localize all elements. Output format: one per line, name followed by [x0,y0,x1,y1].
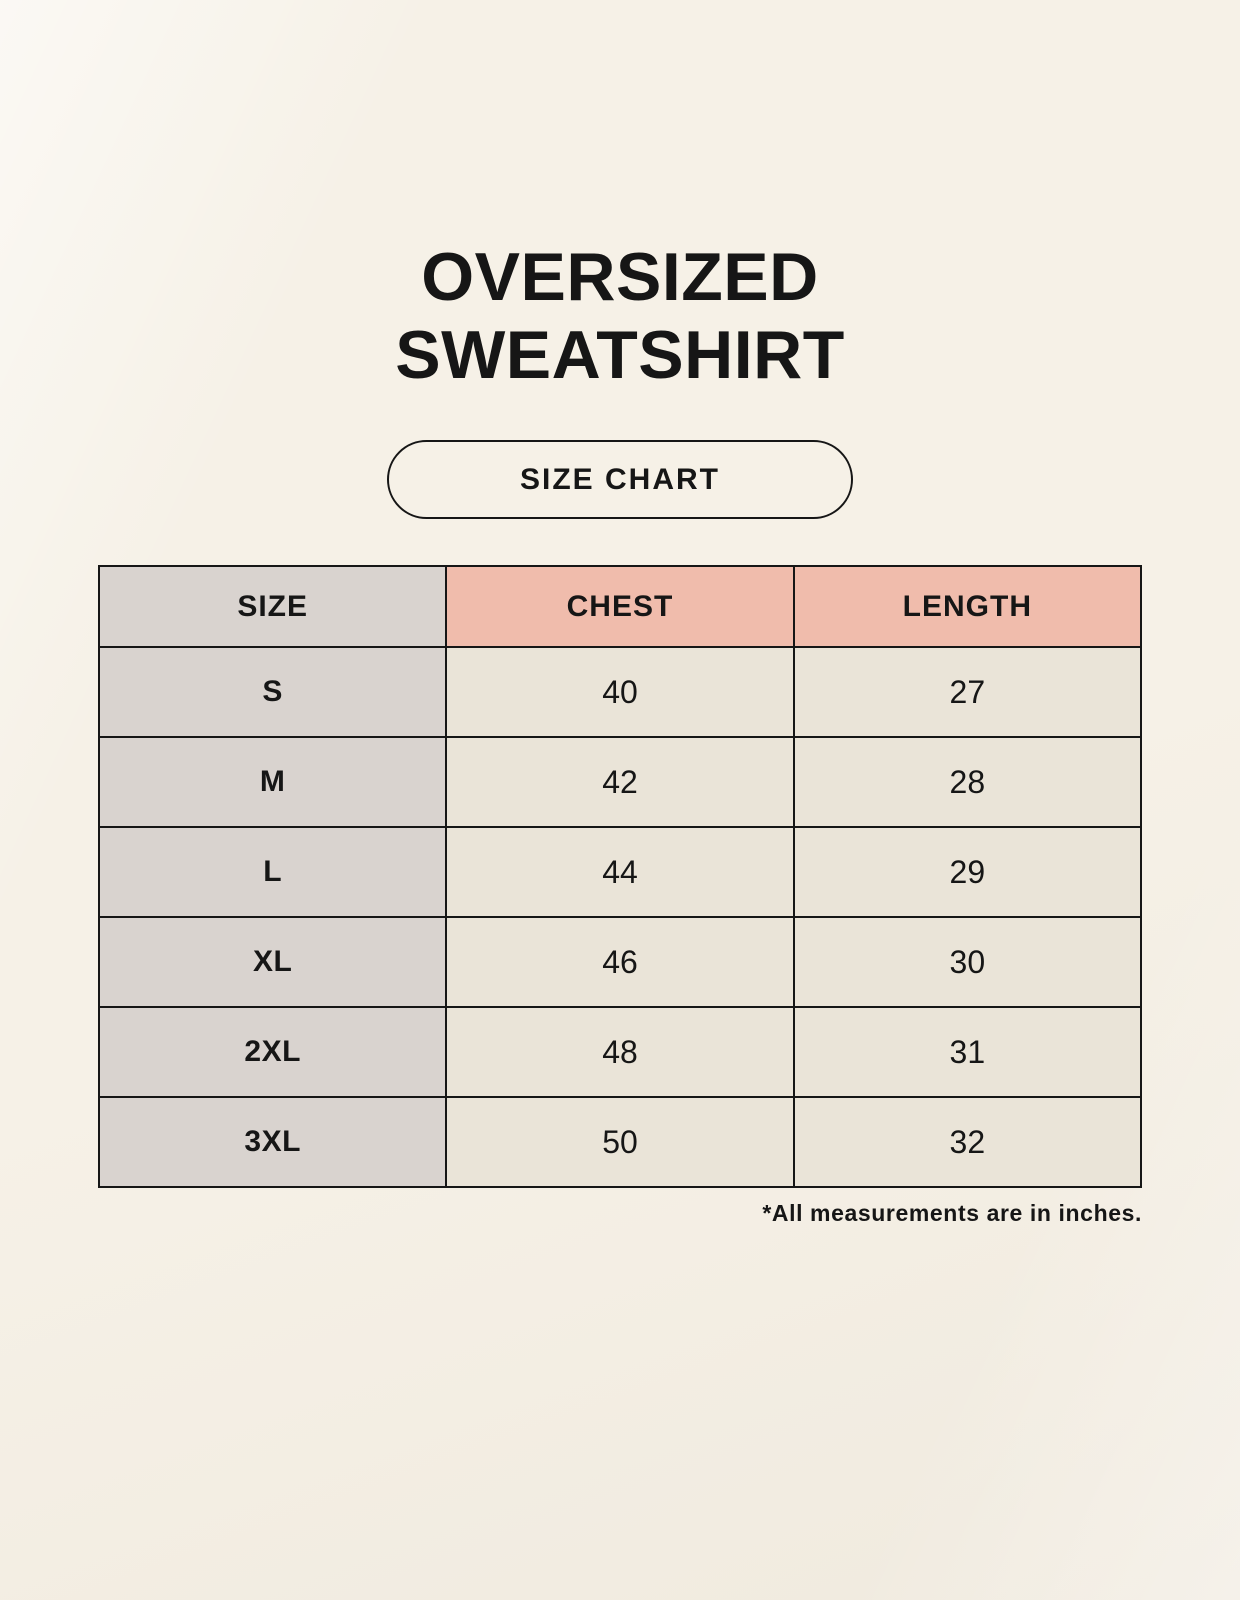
column-header-chest: CHEST [445,565,795,648]
page-title-line1: OVERSIZED [421,239,819,315]
chest-cell: 46 [445,916,795,1008]
size-cell: M [97,736,448,828]
chest-cell: 50 [445,1096,795,1188]
page-title-line2: SWEATSHIRT [395,317,845,393]
length-cell: 32 [792,1096,1143,1188]
column-header-length: LENGTH [792,565,1143,648]
page-title: OVERSIZED SWEATSHIRT [0,0,1240,394]
chest-cell: 44 [445,826,795,918]
table-row: M 42 28 [97,736,1143,828]
length-cell: 29 [792,826,1143,918]
table-header-row: SIZE CHEST LENGTH [97,565,1143,648]
button-row: SIZE CHART [0,440,1240,519]
table-row: 3XL 50 32 [97,1096,1143,1188]
chest-cell: 48 [445,1006,795,1098]
size-chart-table: SIZE CHEST LENGTH S 40 27 M 42 28 L 44 2… [97,565,1143,1188]
chest-cell: 40 [445,646,795,738]
table-row: 2XL 48 31 [97,1006,1143,1098]
table-row: XL 46 30 [97,916,1143,1008]
chest-cell: 42 [445,736,795,828]
length-cell: 30 [792,916,1143,1008]
length-cell: 31 [792,1006,1143,1098]
size-cell: XL [97,916,448,1008]
column-header-size: SIZE [97,565,448,648]
table-row: L 44 29 [97,826,1143,918]
size-cell: S [97,646,448,738]
size-chart-button[interactable]: SIZE CHART [387,440,853,519]
size-cell: L [97,826,448,918]
measurements-footnote: *All measurements are in inches. [762,1200,1142,1226]
size-cell: 3XL [97,1096,448,1188]
table-row: S 40 27 [97,646,1143,738]
size-cell: 2XL [97,1006,448,1098]
length-cell: 28 [792,736,1143,828]
length-cell: 27 [792,646,1143,738]
